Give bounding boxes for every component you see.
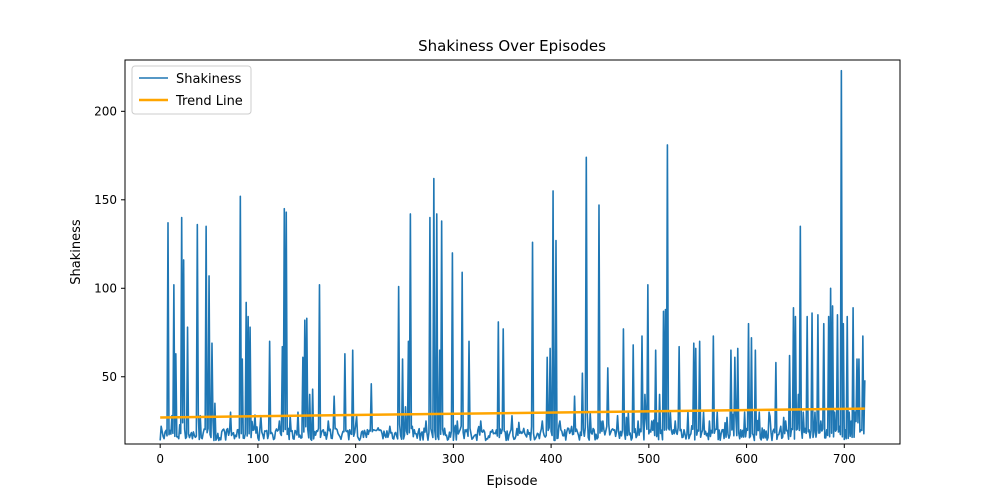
legend-label-shakiness: Shakiness [176,72,242,87]
y-tick-label: 100 [94,281,117,295]
x-axis: 0 100 200 300 400 500 600 700 [156,444,856,466]
x-tick-label: 300 [442,452,465,466]
x-tick-label: 0 [156,452,164,466]
plot-area [159,69,866,442]
x-tick-label: 200 [344,452,367,466]
x-tick-label: 700 [833,452,856,466]
y-tick-label: 50 [102,370,117,384]
series-line-shakiness [159,69,866,442]
series-line-trend-line [160,407,865,419]
chart-title: Shakiness Over Episodes [418,37,606,55]
x-axis-label: Episode [486,474,537,489]
x-tick-label: 400 [540,452,563,466]
x-tick-label: 500 [637,452,660,466]
legend: Shakiness Trend Line [131,65,252,115]
y-axis: 50 100 150 200 [94,104,125,384]
x-tick-label: 600 [735,452,758,466]
plot-frame [124,59,901,445]
legend-label-trend-line: Trend Line [175,94,243,109]
x-tick-label: 100 [246,452,269,466]
y-axis-label: Shakiness [69,219,84,285]
y-tick-label: 200 [94,104,117,118]
y-tick-label: 150 [94,193,117,207]
